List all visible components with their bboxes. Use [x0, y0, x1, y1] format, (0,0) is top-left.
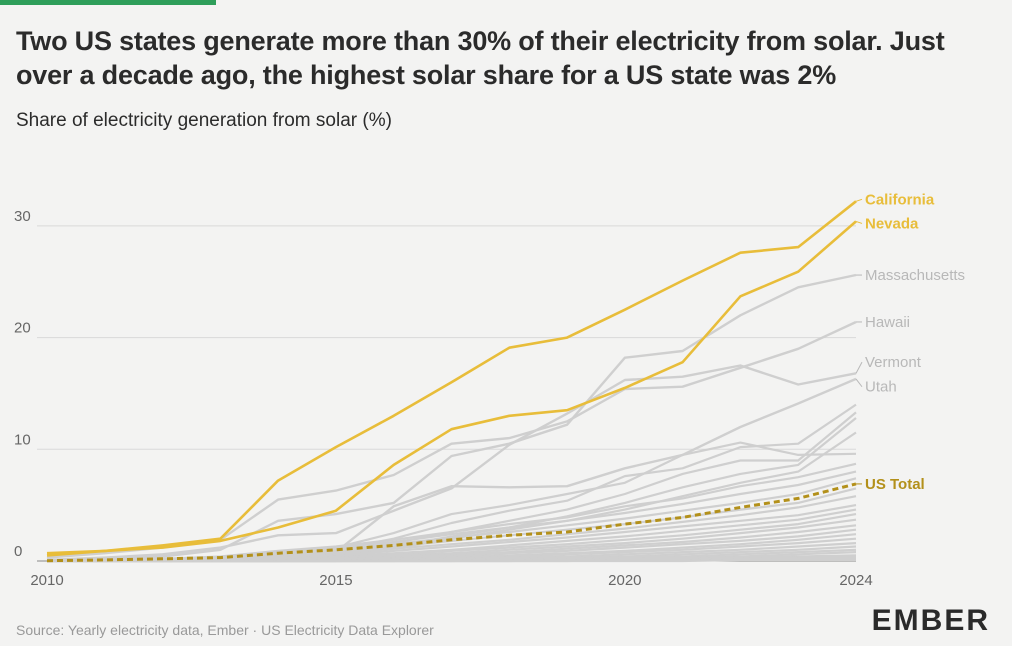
x-tick-label: 2020 — [608, 572, 641, 589]
chart-subtitle: Share of electricity generation from sol… — [16, 110, 392, 131]
source-note: Source: Yearly electricity data, Ember ·… — [16, 622, 434, 638]
series-labels: California Nevada US Total Massachusetts Haw… — [855, 191, 965, 493]
label-leader — [855, 220, 863, 224]
axis-labels: 0 10 20 30 2010 2015 2020 2024 — [14, 208, 873, 589]
series-line-nevada — [46, 220, 857, 555]
y-tick-label: 10 — [14, 431, 31, 448]
series-label-utah: Utah — [865, 379, 897, 396]
other-states-lines — [46, 273, 857, 563]
state-line-vermont — [46, 364, 857, 562]
label-leader — [855, 378, 863, 388]
series-line-us-total — [46, 482, 857, 563]
y-tick-label: 30 — [14, 208, 31, 225]
label-leader — [855, 361, 863, 374]
x-tick-label: 2015 — [319, 572, 352, 589]
series-label-vermont: Vermont — [865, 354, 922, 371]
highlighted-lines — [46, 200, 857, 563]
ember-logo: EMBER — [871, 604, 990, 637]
series-label-hawaii: Hawaii — [865, 314, 910, 331]
label-leader — [855, 198, 863, 202]
state-line-utah — [47, 377, 857, 563]
series-line-california — [46, 200, 857, 557]
series-label-massachusetts: Massachusetts — [865, 267, 965, 284]
chart-title: Two US states generate more than 30% of … — [16, 26, 945, 90]
y-tick-label: 0 — [14, 543, 22, 560]
x-tick-label: 2010 — [30, 572, 63, 589]
x-tick-label: 2024 — [839, 572, 872, 589]
state-line — [47, 477, 857, 563]
series-label-california: California — [865, 191, 935, 208]
series-label-nevada: Nevada — [865, 215, 919, 232]
y-tick-label: 20 — [14, 320, 31, 337]
line-chart: California Nevada US Total Massachusetts Haw… — [14, 191, 965, 589]
state-line-massachusetts — [46, 273, 857, 562]
accent-bar — [0, 0, 216, 5]
series-label-us-total: US Total — [865, 476, 925, 493]
